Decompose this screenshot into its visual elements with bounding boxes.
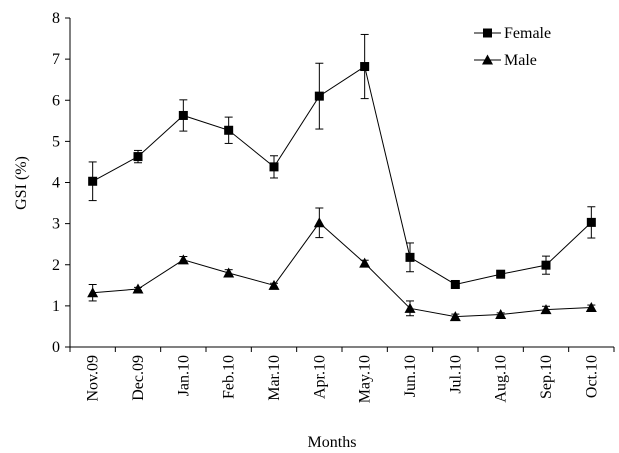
x-tick-label: Oct.10 [583, 355, 600, 398]
legend-item-female: Female [474, 25, 551, 42]
male-point [404, 302, 416, 313]
legend-label: Male [504, 52, 537, 69]
male-point [132, 283, 144, 294]
legend-marker-square [483, 28, 492, 38]
x-tick-label: Dec.09 [130, 355, 147, 401]
x-tick-label: Jan.10 [175, 355, 192, 396]
y-tick-label: 5 [52, 133, 60, 150]
male-point [223, 267, 235, 278]
female-point [450, 279, 460, 289]
male-point [268, 279, 280, 290]
female-point [88, 176, 98, 186]
y-axis-label: GSI (%) [13, 156, 30, 210]
series-male [87, 207, 597, 322]
male-line [92, 222, 592, 318]
female-point [405, 252, 415, 262]
x-axis-label: Months [308, 434, 357, 451]
y-tick-label: 2 [52, 257, 60, 274]
male-point [585, 302, 597, 313]
female-point [314, 91, 324, 101]
x-tick-label: Apr.10 [311, 355, 328, 399]
legend: Female Male [474, 25, 551, 69]
female-point [496, 269, 506, 279]
y-tick-label: 8 [52, 10, 60, 27]
plot-series [87, 33, 597, 322]
x-axis-ticks: Nov.09 Dec.09 Jan.10 Feb.10 Mar.10 Apr.10 May.… [69, 347, 615, 403]
legend-label: Female [504, 25, 551, 42]
male-point [359, 257, 371, 268]
y-tick-label: 6 [52, 92, 60, 109]
female-point [178, 110, 188, 120]
legend-item-male: Male [474, 52, 537, 69]
male-point [87, 287, 99, 298]
y-tick-label: 4 [52, 175, 60, 192]
male-point [449, 311, 461, 322]
x-tick-label: May.10 [357, 355, 374, 403]
x-tick-label: Sep.10 [538, 355, 555, 399]
male-point [540, 304, 552, 315]
male-point [177, 254, 189, 265]
x-tick-label: Feb.10 [221, 355, 238, 399]
y-axis-ticks: 0 1 2 3 4 5 6 7 8 [52, 10, 70, 356]
male-point [313, 217, 325, 228]
x-tick-label: Mar.10 [266, 355, 283, 401]
legend-marker-triangle [482, 54, 493, 65]
y-tick-label: 3 [52, 216, 60, 233]
female-point [541, 260, 551, 270]
x-tick-label: Jun.10 [402, 355, 419, 397]
y-tick-label: 1 [52, 298, 60, 315]
female-point [224, 125, 234, 135]
x-tick-label: Nov.09 [85, 355, 102, 402]
male-point [495, 309, 507, 320]
x-tick-label: Jul.10 [447, 355, 464, 394]
female-point [360, 62, 370, 72]
female-point [269, 162, 279, 172]
x-tick-label: Aug.10 [493, 355, 510, 403]
female-point [133, 152, 143, 162]
y-tick-label: 7 [52, 51, 60, 68]
female-point [586, 217, 596, 227]
female-line [92, 65, 592, 286]
y-tick-label: 0 [52, 339, 60, 356]
series-female [88, 33, 596, 289]
